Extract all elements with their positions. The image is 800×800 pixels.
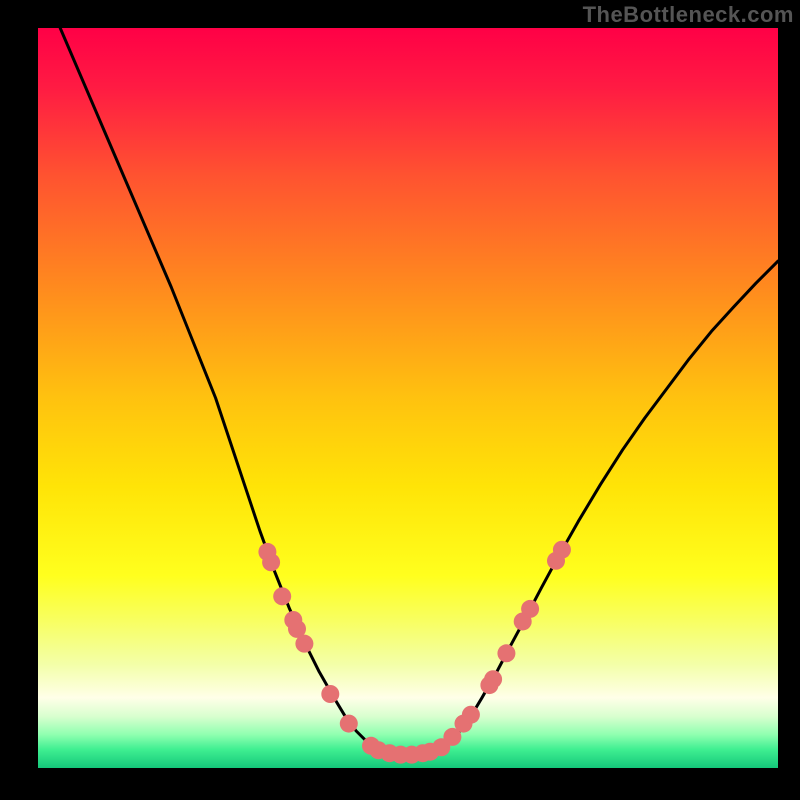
bottleneck-curve — [60, 28, 778, 753]
scatter-point — [273, 587, 291, 605]
scatter-point — [462, 706, 480, 724]
scatter-point — [295, 635, 313, 653]
scatter-point — [521, 600, 539, 618]
scatter-point — [553, 541, 571, 559]
scatter-point — [340, 715, 358, 733]
scatter-point — [262, 553, 280, 571]
scatter-point — [321, 685, 339, 703]
chart-svg — [0, 0, 800, 800]
scatter-point — [484, 670, 502, 688]
scatter-point — [497, 644, 515, 662]
